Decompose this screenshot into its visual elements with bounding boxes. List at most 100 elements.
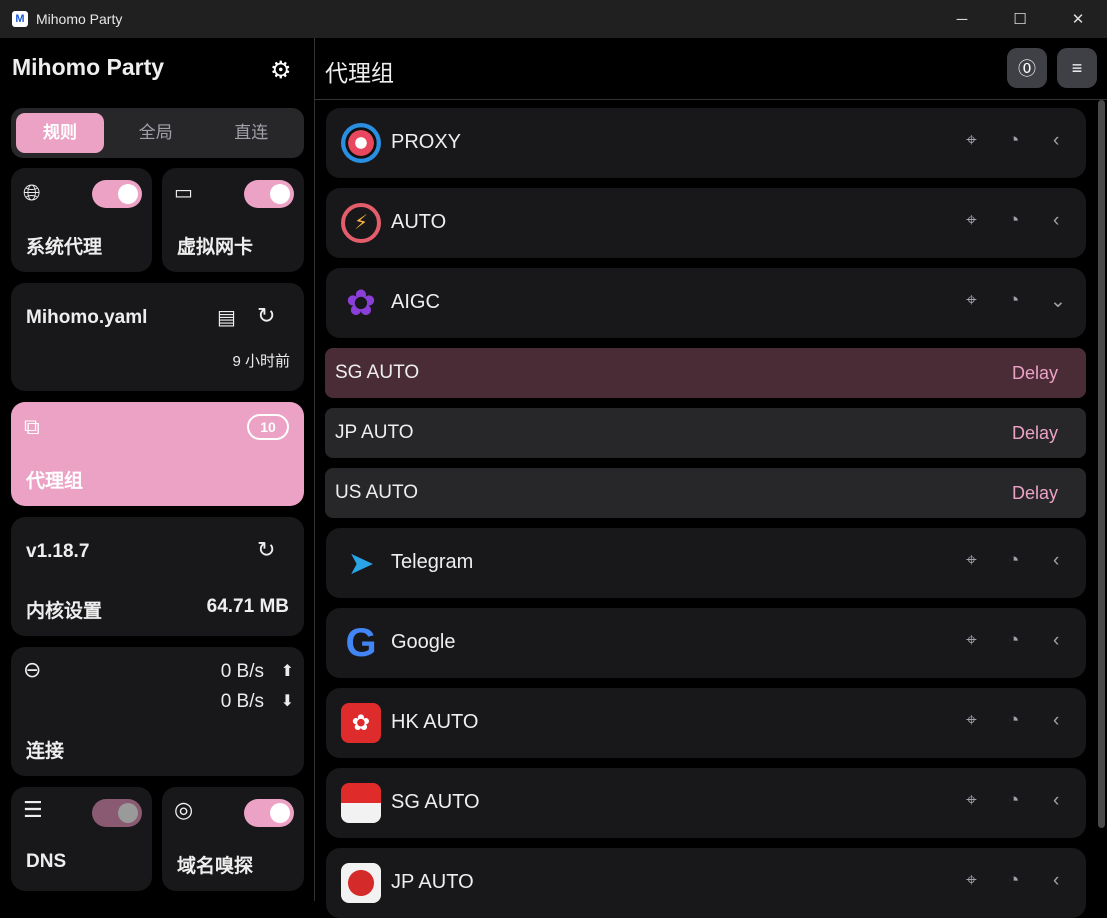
speedtest-icon[interactable]: ◔ (1008, 790, 1020, 811)
download-arrow-icon: ⬇ (280, 693, 294, 710)
proxy-groups-icon: ⧉ (24, 414, 40, 439)
chevron-left-icon[interactable]: ‹ (1053, 870, 1060, 891)
globe-icon: 🌐︎ (23, 180, 41, 205)
profile-card[interactable]: Mihomo.yaml ▤ ↻ 9 小时前 (11, 283, 304, 391)
proxy-name: JP AUTO (335, 422, 414, 443)
proxy-item[interactable]: US AUTO Delay (325, 468, 1086, 518)
locate-icon[interactable]: ⌖ (966, 790, 977, 811)
locate-icon[interactable]: ⌖ (966, 870, 977, 891)
sniff-icon: ◎ (174, 797, 194, 822)
app-logo-icon: M (12, 11, 28, 27)
close-button[interactable]: ✕ (1071, 11, 1085, 28)
locate-icon[interactable]: ⌖ (966, 550, 977, 571)
group-name: Telegram (391, 551, 474, 573)
system-proxy-toggle[interactable] (92, 180, 142, 208)
chevron-left-icon[interactable]: ‹ (1053, 710, 1060, 731)
group-card-telegram[interactable]: ➤ Telegram ⌖ ◔ ‹ (326, 528, 1086, 598)
tun-label: 虚拟网卡 (177, 237, 254, 258)
mode-direct-tab[interactable]: 直连 (234, 123, 269, 142)
speedtest-icon[interactable]: ◔ (1008, 710, 1020, 731)
delay-button[interactable]: Delay (1011, 423, 1058, 443)
dns-card[interactable]: ☰ DNS (11, 787, 152, 891)
upload-speed: 0 B/s (220, 661, 264, 682)
speedtest-icon[interactable]: ◔ (1008, 630, 1020, 651)
system-proxy-label: 系统代理 (26, 237, 103, 258)
speedtest-icon[interactable]: ◔ (1008, 210, 1020, 231)
proxy-groups-card[interactable]: ⧉ 10 代理组 (11, 402, 304, 506)
tun-card[interactable]: ▭ 虚拟网卡 (162, 168, 304, 272)
restart-core-icon[interactable]: ↻ (257, 537, 276, 562)
group-name: SG AUTO (391, 791, 480, 813)
sniff-label: 域名嗅探 (177, 856, 254, 877)
locate-icon[interactable]: ⌖ (966, 710, 977, 731)
proxy-icon (341, 123, 381, 163)
group-name: PROXY (391, 131, 462, 153)
locate-icon[interactable]: ⌖ (966, 630, 977, 651)
tun-toggle[interactable] (244, 180, 294, 208)
header-divider (315, 99, 1107, 100)
link-icon: ⊖ (23, 657, 42, 682)
locate-icon[interactable]: ⌖ (966, 130, 977, 151)
dns-toggle[interactable] (92, 799, 142, 827)
virtual-nic-icon: ▭ (174, 182, 193, 204)
group-card-sg[interactable]: SG AUTO ⌖ ◔ ‹ (326, 768, 1086, 838)
maximize-button[interactable]: ☐ (1013, 11, 1027, 28)
connections-card[interactable]: ⊖ 0 B/s ⬆ 0 B/s ⬇ 连接 (11, 647, 304, 776)
chevron-left-icon[interactable]: ‹ (1053, 130, 1060, 151)
document-icon[interactable]: ▤ (217, 307, 236, 329)
proxy-name: US AUTO (335, 482, 419, 503)
group-card-jp[interactable]: JP AUTO ⌖ ◔ ‹ (326, 848, 1086, 918)
refresh-icon[interactable]: ↻ (257, 303, 276, 328)
speedtest-icon[interactable]: ◔ (1008, 550, 1020, 571)
download-speed: 0 B/s (220, 691, 264, 712)
minimize-button[interactable]: ─ (956, 10, 968, 28)
group-card-aigc[interactable]: ✿ AIGC ⌖ ◔ ⌄ (326, 268, 1086, 338)
telegram-icon: ➤ (347, 545, 375, 581)
brand-title: Mihomo Party (12, 54, 165, 80)
chevron-left-icon[interactable]: ‹ (1053, 790, 1060, 811)
chevron-down-icon[interactable]: ⌄ (1050, 291, 1066, 312)
settings-gear-icon[interactable]: ⚙ (270, 57, 292, 84)
jp-flag-icon (341, 863, 381, 903)
group-card-hk[interactable]: ✿ HK AUTO ⌖ ◔ ‹ (326, 688, 1086, 758)
proxy-item-selected[interactable]: SG AUTO Delay (325, 348, 1086, 398)
speedtest-icon[interactable]: ◔ (1008, 290, 1020, 311)
system-proxy-card[interactable]: 🌐︎ 系统代理 (11, 168, 152, 272)
core-card[interactable]: v1.18.7 ↻ 内核设置 64.71 MB (11, 517, 304, 636)
google-icon: G (345, 621, 377, 665)
locate-icon[interactable]: ⌖ (966, 210, 977, 231)
proxy-item[interactable]: JP AUTO Delay (325, 408, 1086, 458)
group-card-google[interactable]: G Google ⌖ ◔ ‹ (326, 608, 1086, 678)
delay-mode-button[interactable]: ⓪ (1007, 48, 1047, 88)
chevron-left-icon[interactable]: ‹ (1053, 550, 1060, 571)
title-bar: M Mihomo Party ─ ☐ ✕ (0, 0, 1107, 38)
locate-icon[interactable]: ⌖ (966, 290, 977, 311)
page-title: 代理组 (325, 60, 394, 86)
scrollbar[interactable] (1098, 100, 1105, 828)
group-card-proxy[interactable]: PROXY ⌖ ◔ ‹ (326, 108, 1086, 178)
core-version: v1.18.7 (26, 541, 90, 562)
server-icon: ☰ (23, 797, 43, 822)
main-panel: 代理组 ⓪ ≡ PROXY ⌖ ◔ ‹ ⚡ AUTO ⌖ ◔ ‹ ✿ AIGC ⌖ ◔ ⌄ … (314, 38, 1107, 918)
mode-rule-tab[interactable]: 规则 (16, 113, 104, 153)
proxy-groups-label: 代理组 (26, 471, 84, 492)
chevron-left-icon[interactable]: ‹ (1053, 630, 1060, 651)
speedtest-icon[interactable]: ◔ (1008, 870, 1020, 891)
upload-arrow-icon: ⬆ (280, 663, 294, 680)
group-name: JP AUTO (391, 871, 474, 893)
group-card-auto[interactable]: ⚡ AUTO ⌖ ◔ ‹ (326, 188, 1086, 258)
group-name: Google (391, 631, 456, 653)
sniff-card[interactable]: ◎ 域名嗅探 (162, 787, 304, 891)
hk-flag-icon: ✿ (341, 703, 381, 743)
delay-button[interactable]: Delay (1011, 363, 1058, 383)
group-name: HK AUTO (391, 711, 479, 733)
sniff-toggle[interactable] (244, 799, 294, 827)
connections-label: 连接 (26, 741, 65, 762)
profile-updated: 9 小时前 (232, 353, 290, 370)
mode-global-tab[interactable]: 全局 (138, 123, 173, 142)
delay-button[interactable]: Delay (1011, 483, 1058, 503)
sort-menu-button[interactable]: ≡ (1057, 48, 1097, 88)
speedtest-icon[interactable]: ◔ (1008, 130, 1020, 151)
chevron-left-icon[interactable]: ‹ (1053, 210, 1060, 231)
group-count-badge: 10 (247, 414, 289, 440)
